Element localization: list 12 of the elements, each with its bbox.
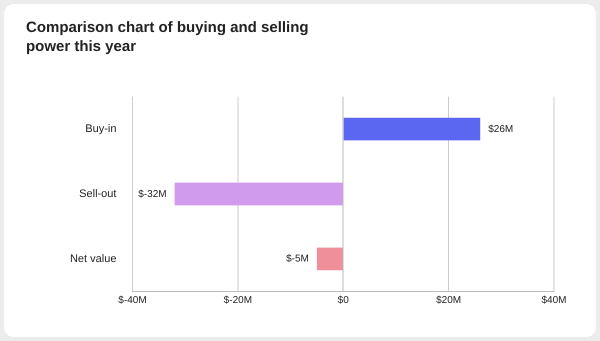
data-label: $-32M <box>138 188 167 200</box>
y-tick-label: Buy-in <box>85 123 116 136</box>
data-label: $26M <box>488 124 514 135</box>
x-tick-label: $0 <box>338 295 350 306</box>
data-label: $-5M <box>286 254 309 265</box>
chart-title: Comparison chart of buying and selling power this year <box>26 18 310 56</box>
x-tick-label: $20M <box>436 295 462 306</box>
x-tick-label: $-40M <box>118 295 147 306</box>
y-tick-label: Net value <box>70 252 116 265</box>
x-tick-label: $40M <box>541 295 567 306</box>
x-tick-label: $-20M <box>224 295 252 306</box>
y-tick-label: Sell-out <box>79 188 116 200</box>
